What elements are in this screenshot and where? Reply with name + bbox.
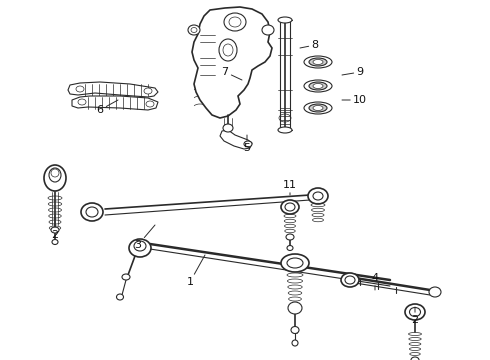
Text: 5: 5 bbox=[244, 135, 250, 153]
Ellipse shape bbox=[134, 241, 146, 251]
Ellipse shape bbox=[313, 192, 323, 200]
Ellipse shape bbox=[223, 124, 233, 132]
Ellipse shape bbox=[405, 304, 425, 320]
Ellipse shape bbox=[229, 17, 241, 27]
Polygon shape bbox=[192, 7, 272, 118]
Ellipse shape bbox=[411, 357, 419, 360]
Text: 4: 4 bbox=[371, 273, 379, 290]
Ellipse shape bbox=[288, 302, 302, 314]
Ellipse shape bbox=[191, 27, 197, 32]
Text: 11: 11 bbox=[283, 180, 297, 195]
Ellipse shape bbox=[51, 169, 59, 177]
Ellipse shape bbox=[78, 99, 86, 105]
Ellipse shape bbox=[223, 44, 233, 56]
Ellipse shape bbox=[313, 84, 323, 89]
Ellipse shape bbox=[287, 246, 293, 251]
Ellipse shape bbox=[219, 39, 237, 61]
Ellipse shape bbox=[262, 25, 274, 35]
Ellipse shape bbox=[287, 258, 303, 268]
Ellipse shape bbox=[86, 207, 98, 217]
Ellipse shape bbox=[244, 141, 252, 147]
Text: 1: 1 bbox=[187, 255, 205, 287]
Ellipse shape bbox=[224, 13, 246, 31]
Ellipse shape bbox=[304, 102, 332, 114]
Ellipse shape bbox=[309, 104, 327, 112]
Ellipse shape bbox=[146, 101, 154, 107]
Ellipse shape bbox=[117, 294, 123, 300]
Ellipse shape bbox=[341, 273, 359, 287]
Ellipse shape bbox=[292, 340, 298, 346]
Ellipse shape bbox=[304, 56, 332, 68]
Ellipse shape bbox=[285, 203, 295, 211]
Ellipse shape bbox=[410, 307, 420, 316]
Ellipse shape bbox=[309, 82, 327, 90]
Text: 7: 7 bbox=[221, 67, 242, 80]
Ellipse shape bbox=[278, 127, 292, 133]
Text: 3: 3 bbox=[134, 225, 155, 250]
Ellipse shape bbox=[278, 17, 292, 23]
Ellipse shape bbox=[51, 227, 59, 233]
Text: 6: 6 bbox=[97, 100, 118, 115]
Ellipse shape bbox=[313, 105, 323, 111]
Ellipse shape bbox=[81, 203, 103, 221]
Ellipse shape bbox=[345, 276, 355, 284]
Ellipse shape bbox=[313, 59, 323, 64]
Ellipse shape bbox=[286, 234, 294, 240]
Ellipse shape bbox=[291, 327, 299, 333]
Ellipse shape bbox=[129, 239, 151, 257]
Text: 2: 2 bbox=[412, 307, 418, 325]
Text: 9: 9 bbox=[342, 67, 364, 77]
Ellipse shape bbox=[144, 88, 152, 94]
Polygon shape bbox=[220, 130, 252, 149]
Text: 10: 10 bbox=[342, 95, 367, 105]
Polygon shape bbox=[68, 82, 158, 97]
Ellipse shape bbox=[281, 254, 309, 272]
Ellipse shape bbox=[52, 239, 58, 244]
Ellipse shape bbox=[76, 86, 84, 92]
Ellipse shape bbox=[49, 168, 61, 182]
Ellipse shape bbox=[304, 80, 332, 92]
Ellipse shape bbox=[309, 58, 327, 66]
Ellipse shape bbox=[122, 274, 130, 280]
Ellipse shape bbox=[188, 25, 200, 35]
Ellipse shape bbox=[281, 200, 299, 214]
Ellipse shape bbox=[44, 165, 66, 191]
Ellipse shape bbox=[429, 287, 441, 297]
Polygon shape bbox=[72, 96, 158, 110]
Text: 2: 2 bbox=[51, 215, 59, 240]
Text: 8: 8 bbox=[300, 40, 318, 50]
Ellipse shape bbox=[308, 188, 328, 204]
